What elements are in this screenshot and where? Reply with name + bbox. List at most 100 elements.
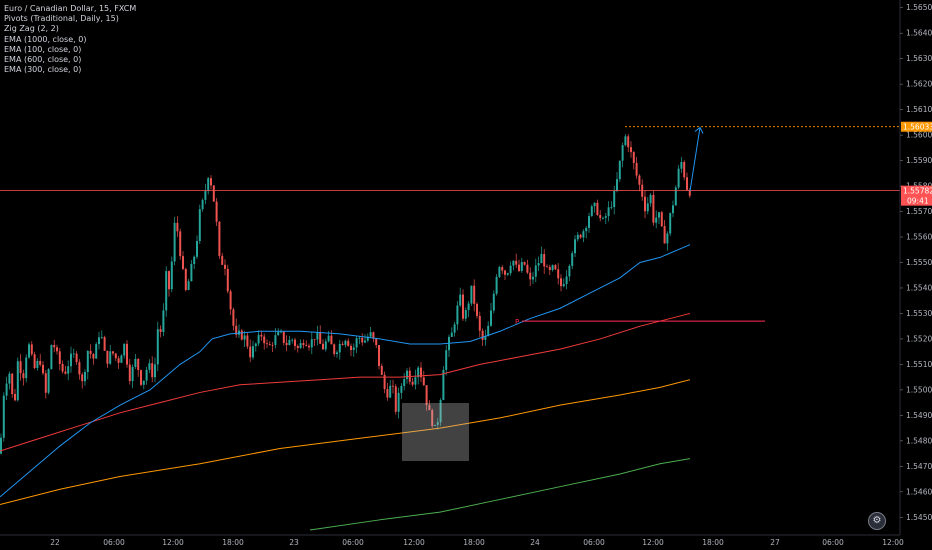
- candle-body: [336, 352, 338, 355]
- y-tick-label: 1.56300: [906, 54, 932, 63]
- candle-body: [375, 338, 378, 346]
- candle-body: [431, 410, 434, 426]
- candle-body: [81, 374, 84, 382]
- candle-body: [515, 260, 518, 265]
- y-tick-label: 1.55100: [906, 360, 932, 369]
- x-tick-label: 12:00: [403, 538, 425, 547]
- x-tick-label: 18:00: [222, 538, 244, 547]
- candle-body: [495, 276, 498, 294]
- y-tick-label: 1.56000: [906, 131, 932, 140]
- candle-body: [439, 400, 442, 423]
- candle-body: [588, 215, 590, 228]
- candle-body: [364, 340, 366, 343]
- candle-body: [613, 190, 616, 207]
- candle-body: [624, 136, 627, 146]
- candle-body: [504, 270, 506, 275]
- candle-body: [543, 254, 546, 267]
- candle-body: [618, 160, 621, 180]
- candle-body: [635, 162, 638, 176]
- candle-body: [324, 341, 327, 350]
- candle-body: [579, 234, 582, 238]
- candle-body: [680, 162, 683, 169]
- y-tick-label: 1.55200: [906, 334, 932, 343]
- candle-body: [520, 262, 523, 271]
- candle-body: [411, 381, 414, 385]
- candle-body: [540, 254, 543, 264]
- candle-body: [246, 335, 249, 347]
- candle-body: [296, 345, 299, 349]
- x-tick-label: 12:00: [162, 538, 184, 547]
- legend-symbol[interactable]: Euro / Canadian Dollar, 15, FXCM: [4, 4, 137, 13]
- candle-body: [532, 276, 534, 280]
- y-tick-label: 1.56400: [906, 29, 932, 38]
- candle-body: [11, 373, 14, 394]
- candle-body: [518, 264, 520, 271]
- y-tick-label: 1.55000: [906, 385, 932, 394]
- x-tick-label: 18:00: [702, 538, 724, 547]
- candle-body: [22, 373, 25, 379]
- ema-300-line: [0, 312, 691, 452]
- ema-1000-line: [309, 458, 691, 531]
- candle-body: [282, 331, 285, 343]
- candle-body: [386, 389, 389, 398]
- candle-body: [302, 343, 305, 346]
- candle-body: [98, 337, 100, 345]
- candle-body: [70, 353, 72, 367]
- candle-body: [30, 344, 33, 355]
- candle-body: [464, 310, 467, 319]
- candle-body: [67, 366, 70, 374]
- candle-body: [0, 437, 2, 454]
- countdown-text: 09:41: [907, 197, 929, 206]
- candle-body: [607, 207, 610, 217]
- y-tick-label: 1.54800: [906, 436, 932, 445]
- candle-body: [383, 374, 386, 390]
- x-tick-label: 06:00: [103, 538, 125, 547]
- legend-zigzag[interactable]: Zig Zag (2, 2): [4, 24, 59, 34]
- candle-body: [182, 256, 184, 269]
- x-axis[interactable]: 22 06:00 12:00 18:00 23 06:00 12:00 18:00 24 06:0…: [0, 534, 904, 547]
- candle-body: [109, 351, 112, 364]
- candle-body: [574, 239, 576, 254]
- settings-gear-icon[interactable]: ⚙: [868, 512, 886, 530]
- candle-body: [593, 202, 596, 207]
- candle-body: [168, 271, 170, 290]
- candle-body: [669, 213, 672, 234]
- candle-body: [389, 385, 392, 398]
- y-tick-label: 1.54500: [906, 513, 932, 522]
- candle-body: [512, 260, 515, 266]
- candle-body: [602, 217, 604, 219]
- candle-body: [25, 357, 28, 379]
- candle-body: [137, 358, 140, 371]
- candle-body: [453, 324, 456, 333]
- candle-body: [221, 255, 224, 265]
- forecast-arrow-head: [694, 126, 704, 134]
- candle-body: [372, 332, 375, 339]
- candle-body: [47, 369, 50, 393]
- candle-body: [445, 350, 448, 370]
- candles-layer: [0, 134, 691, 455]
- candle-body: [476, 303, 478, 316]
- y-tick-label: 1.54600: [906, 487, 932, 496]
- legend-ema-300[interactable]: EMA (300, close, 0): [4, 65, 82, 75]
- candle-body: [84, 371, 86, 382]
- legend-ema-600[interactable]: EMA (600, close, 0): [4, 55, 82, 65]
- legend-ema-1000[interactable]: EMA (1000, close, 0): [4, 34, 87, 44]
- y-tick-label: 1.54900: [906, 411, 932, 420]
- candle-body: [548, 266, 551, 271]
- candle-body: [142, 380, 145, 385]
- candle-body: [434, 424, 436, 426]
- candle-body: [19, 361, 22, 374]
- legend-pivots[interactable]: Pivots (Traditional, Daily, 15): [4, 14, 119, 24]
- candle-body: [14, 393, 16, 401]
- candle-body: [92, 353, 95, 359]
- candle-body: [207, 178, 210, 191]
- legend-ema-100[interactable]: EMA (100, close, 0): [4, 44, 82, 54]
- y-axis[interactable]: 1.56500 1.56400 1.56300 1.56200 1.56100 1.560…: [899, 0, 932, 535]
- candle-body: [616, 179, 618, 191]
- candle-body: [266, 343, 268, 345]
- candle-body: [316, 332, 319, 340]
- candle-body: [352, 347, 355, 351]
- candle-body: [159, 329, 162, 333]
- candle-body: [484, 336, 487, 340]
